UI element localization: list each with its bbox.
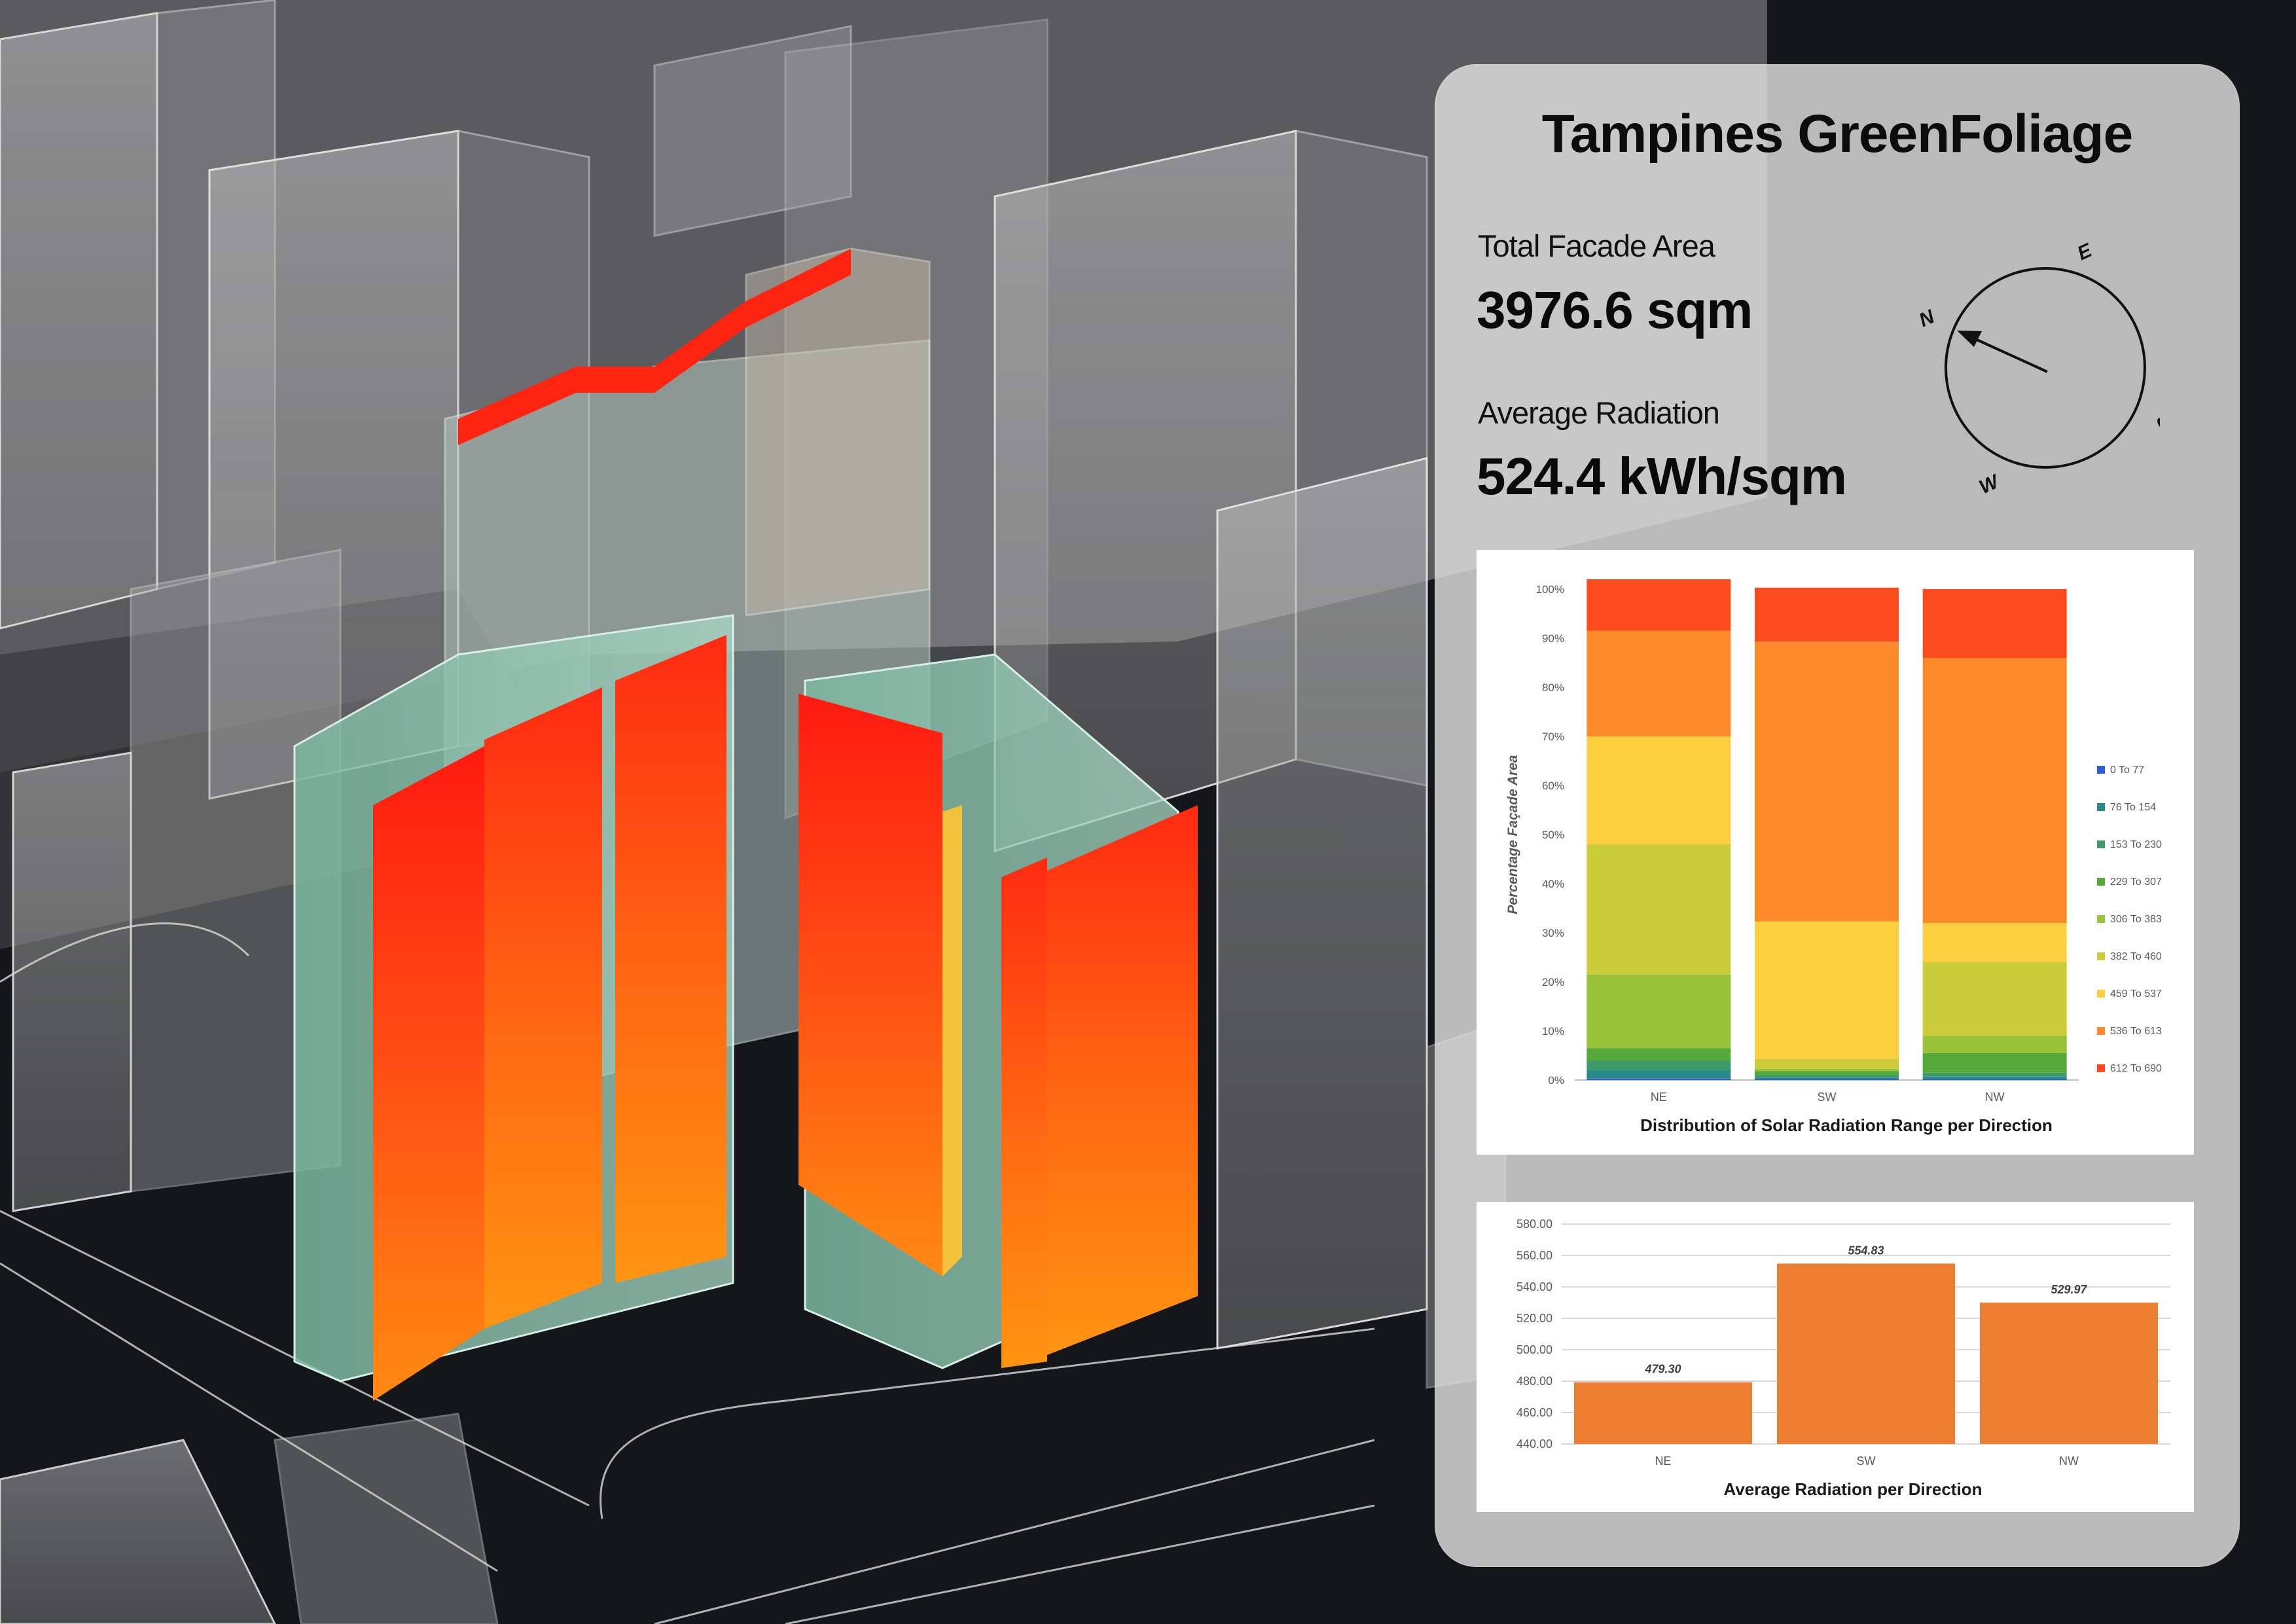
- y-tick-label: 10%: [1542, 1025, 1564, 1038]
- legend-swatch: [2097, 766, 2105, 774]
- stacked-bar-segment: [1755, 641, 1899, 922]
- compass-east: E: [2074, 240, 2096, 265]
- facade-area-label: Total Facade Area: [1478, 228, 1715, 263]
- info-panel: Tampines GreenFoliage Total Facade Area …: [1435, 64, 2240, 1567]
- stacked-bar-segment: [1922, 962, 2067, 1036]
- y-tick-label: 560.00: [1516, 1249, 1552, 1262]
- legend-swatch: [2097, 878, 2105, 886]
- stacked-bar-segment: [1755, 1058, 1899, 1069]
- stacked-bar-segment: [1922, 1079, 2067, 1080]
- data-label: 529.97: [2051, 1283, 2087, 1296]
- y-tick-label: 30%: [1542, 927, 1564, 939]
- stacked-bar-segment: [1755, 1077, 1899, 1079]
- stacked-bar-segment: [1922, 658, 2067, 923]
- y-tick-label: 500.00: [1516, 1343, 1552, 1356]
- x-tick-label: NE: [1655, 1454, 1671, 1468]
- y-axis-title: Percentage Façade Area: [1505, 755, 1520, 914]
- stacked-bar-segment: [1587, 579, 1731, 631]
- y-tick-label: 70%: [1542, 731, 1564, 743]
- legend-label: 382 To 460: [2110, 951, 2162, 962]
- chart-title: Average Radiation per Direction: [1724, 1479, 1982, 1499]
- legend-label: 459 To 537: [2110, 988, 2162, 1000]
- y-tick-label: 520.00: [1516, 1312, 1552, 1325]
- y-tick-label: 20%: [1542, 976, 1564, 988]
- stacked-bar-segment: [1755, 921, 1899, 1059]
- bar: [1777, 1263, 1955, 1444]
- bar: [1980, 1303, 2158, 1444]
- legend-label: 306 To 383: [2110, 914, 2162, 925]
- stacked-bar-segment: [1755, 1075, 1899, 1078]
- compass-west: W: [1976, 470, 2003, 497]
- page-title: Tampines GreenFoliage: [1541, 104, 2134, 164]
- data-label: 554.83: [1848, 1244, 1884, 1257]
- legend-label: 153 To 230: [2110, 839, 2162, 850]
- legend-swatch: [2097, 915, 2105, 923]
- compass-icon: N E S W: [1916, 240, 2160, 497]
- average-radiation-label: Average Radiation: [1478, 395, 1720, 430]
- stacked-bar-segment: [1922, 589, 2067, 658]
- y-tick-label: 60%: [1542, 780, 1564, 792]
- y-tick-label: 80%: [1542, 681, 1564, 694]
- y-tick-label: 100%: [1536, 583, 1564, 596]
- stacked-bar-segment: [1587, 1048, 1731, 1060]
- y-tick-label: 90%: [1542, 632, 1564, 645]
- x-tick-label: NW: [2059, 1454, 2079, 1468]
- x-tick-label: SW: [1818, 1091, 1837, 1104]
- legend-label: 229 To 307: [2110, 876, 2162, 888]
- legend-label: 76 To 154: [2110, 802, 2156, 813]
- stacked-bar-segment: [1587, 1070, 1731, 1079]
- stacked-bar-segment: [1922, 1053, 2067, 1073]
- compass-south: S: [2152, 412, 2160, 433]
- stacked-bar-segment: [1755, 1079, 1899, 1080]
- stacked-bar-segment: [1922, 1036, 2067, 1053]
- average-radiation-value: 524.4 kWh/sqm: [1477, 447, 1847, 505]
- stacked-bar-segment: [1755, 587, 1899, 642]
- y-tick-label: 40%: [1542, 878, 1564, 890]
- legend-swatch: [2097, 952, 2105, 960]
- stacked-bar-segment: [1587, 844, 1731, 975]
- x-tick-label: NW: [1985, 1091, 2005, 1104]
- data-label: 479.30: [1644, 1363, 1681, 1376]
- legend-label: 612 To 690: [2110, 1063, 2162, 1074]
- legend-swatch: [2097, 1064, 2105, 1072]
- stacked-bar-segment: [1587, 736, 1731, 844]
- y-tick-label: 50%: [1542, 829, 1564, 841]
- y-tick-label: 480.00: [1516, 1375, 1552, 1388]
- legend-label: 0 To 77: [2110, 765, 2144, 776]
- stacked-bar-segment: [1587, 974, 1731, 1049]
- stacked-bar-segment: [1587, 1060, 1731, 1070]
- x-tick-label: NE: [1651, 1091, 1667, 1104]
- legend-swatch: [2097, 1027, 2105, 1035]
- stacked-bar-segment: [1587, 630, 1731, 736]
- x-tick-label: SW: [1857, 1454, 1876, 1468]
- y-tick-label: 440.00: [1516, 1437, 1552, 1451]
- legend-label: 536 To 613: [2110, 1026, 2162, 1037]
- y-tick-label: 460.00: [1516, 1406, 1552, 1419]
- legend-swatch: [2097, 803, 2105, 811]
- facade-area-value: 3976.6 sqm: [1477, 281, 1753, 339]
- chart-title: Distribution of Solar Radiation Range pe…: [1640, 1115, 2053, 1135]
- y-tick-label: 540.00: [1516, 1280, 1552, 1293]
- compass-north: N: [1916, 306, 1939, 332]
- stacked-bar-segment: [1922, 923, 2067, 962]
- legend-swatch: [2097, 840, 2105, 848]
- stacked-bar-segment: [1755, 1068, 1899, 1072]
- stacked-bar-segment: [1922, 1076, 2067, 1079]
- bar: [1574, 1382, 1752, 1444]
- stacked-bar-segment: [1755, 1071, 1899, 1075]
- legend-swatch: [2097, 990, 2105, 998]
- y-tick-label: 0%: [1548, 1074, 1564, 1087]
- radiation-distribution-chart: 0% 10% 20% 30% 40% 50% 60% 70% 80% 90% 100% NE SW NW P…: [1477, 550, 2194, 1155]
- stacked-bar-segment: [1587, 1078, 1731, 1080]
- y-tick-label: 580.00: [1516, 1218, 1552, 1231]
- stacked-bar-segment: [1922, 1072, 2067, 1077]
- average-radiation-chart: 440.00 460.00 480.00 500.00 520.00 540.00 560.…: [1477, 1202, 2194, 1512]
